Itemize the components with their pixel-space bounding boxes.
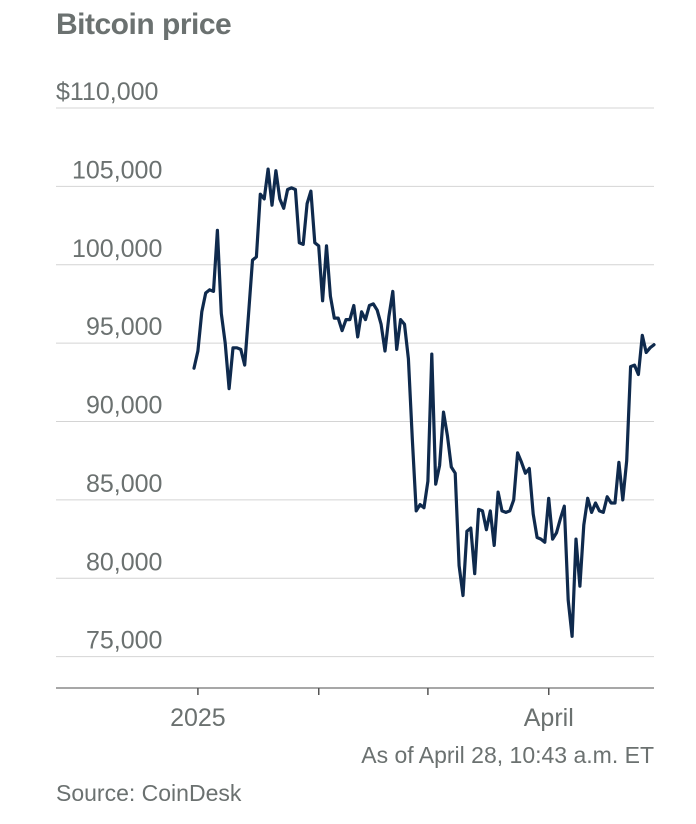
- y-tick-label-95000: 95,000: [86, 313, 162, 341]
- y-tick-label-100000: 100,000: [72, 235, 162, 263]
- price-line: [192, 167, 656, 638]
- grid-lines: [56, 107, 654, 658]
- x-tick-label-April: April: [524, 704, 574, 732]
- x-tick-label-2025: 2025: [170, 704, 226, 732]
- timestamp-note: As of April 28, 10:43 a.m. ET: [361, 742, 654, 768]
- y-axis-tick-labels: 75,000 80,000 85,000 90,000 95,000 100,000 105…: [56, 78, 162, 655]
- y-tick-label-80000: 80,000: [86, 548, 162, 576]
- y-tick-label-85000: 85,000: [86, 470, 162, 498]
- y-tick-label-105000: 105,000: [72, 156, 162, 184]
- price-series: [192, 167, 656, 638]
- chart-title: Bitcoin price: [56, 8, 232, 41]
- y-tick-label-75000: 75,000: [86, 627, 162, 655]
- bitcoin-price-chart: 75,000 80,000 85,000 90,000 95,000 100,000 105…: [56, 78, 656, 732]
- x-axis: 2025 April: [56, 687, 654, 732]
- source-note: Source: CoinDesk: [56, 780, 242, 806]
- y-tick-label-110000: $110,000: [56, 78, 158, 106]
- y-tick-label-90000: 90,000: [86, 392, 162, 420]
